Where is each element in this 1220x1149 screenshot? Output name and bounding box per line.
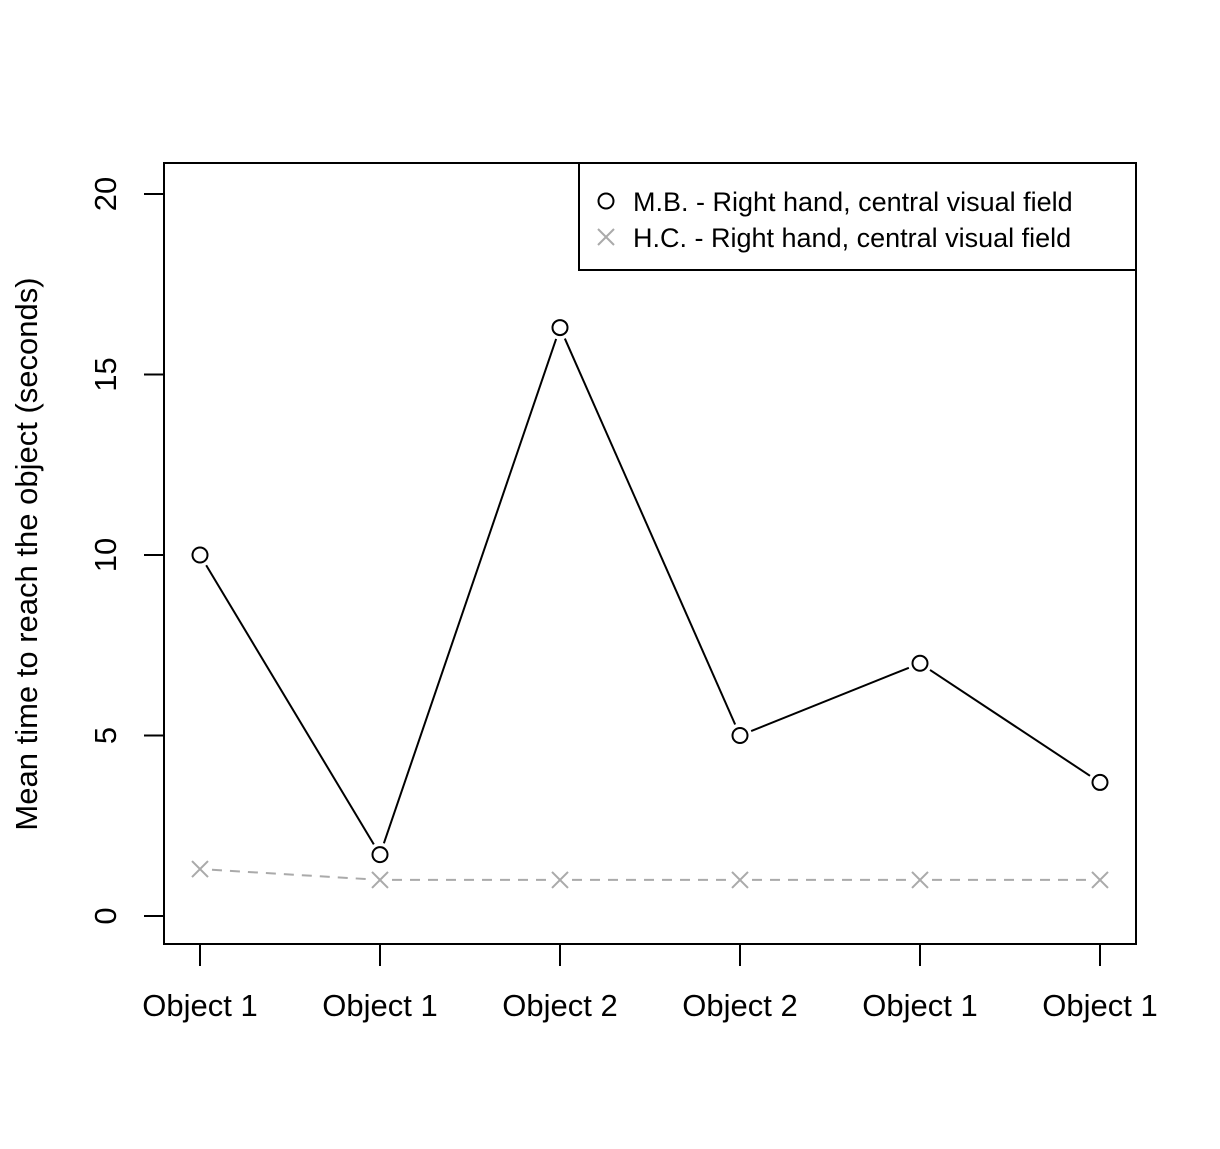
legend-box (578, 162, 1137, 271)
y-tick-label: 0 (88, 907, 123, 924)
legend: M.B. - Right hand, central visual field H… (578, 162, 1137, 271)
series-2-point (371, 871, 389, 889)
series-2-point (731, 871, 749, 889)
y-tick-label: 5 (88, 727, 123, 744)
x-tick-label: Object 2 (502, 988, 617, 1023)
series-layer (191, 319, 1109, 889)
series-1-segment (563, 338, 737, 725)
series-1-point (731, 727, 749, 744)
x-tick-label: Object 1 (862, 988, 977, 1023)
series-1 (191, 319, 1109, 864)
series-1-point (191, 546, 209, 564)
x-axis: Object 1 Object 1 Object 2 Object 2 Object 1… (142, 944, 1158, 1023)
series-1-segment (929, 669, 1091, 777)
legend-items: M.B. - Right hand, central visual field H… (597, 187, 1073, 253)
y-axis: 0 5 10 15 20 (88, 177, 165, 925)
series-2 (191, 860, 1109, 889)
y-tick-label: 20 (88, 177, 123, 211)
series-2-point (1091, 871, 1109, 889)
series-1-point (371, 846, 389, 864)
series-1-point (911, 654, 929, 672)
series-1-point (551, 319, 569, 337)
x-tick-label: Object 1 (142, 988, 257, 1023)
series-2-point (911, 871, 929, 889)
legend-label-2: H.C. - Right hand, central visual field (633, 223, 1071, 253)
series-1-segment (205, 564, 375, 845)
series-2-point (191, 860, 209, 878)
series-2-point (551, 871, 569, 889)
series-1-point (1091, 773, 1109, 791)
series-2-segment (211, 868, 369, 881)
legend-marker-2 (597, 228, 615, 246)
x-tick-label: Object 2 (682, 988, 797, 1023)
y-tick-label: 10 (88, 538, 123, 572)
x-tick-label: Object 1 (1042, 988, 1157, 1023)
series-1-segment (382, 338, 558, 844)
series-1-segment (750, 666, 910, 732)
legend-label-1: M.B. - Right hand, central visual field (633, 187, 1073, 217)
legend-marker-1 (597, 192, 615, 210)
y-axis-label: Mean time to reach the object (seconds) (9, 277, 44, 830)
y-tick-label: 15 (88, 357, 123, 391)
x-tick-label: Object 1 (322, 988, 437, 1023)
